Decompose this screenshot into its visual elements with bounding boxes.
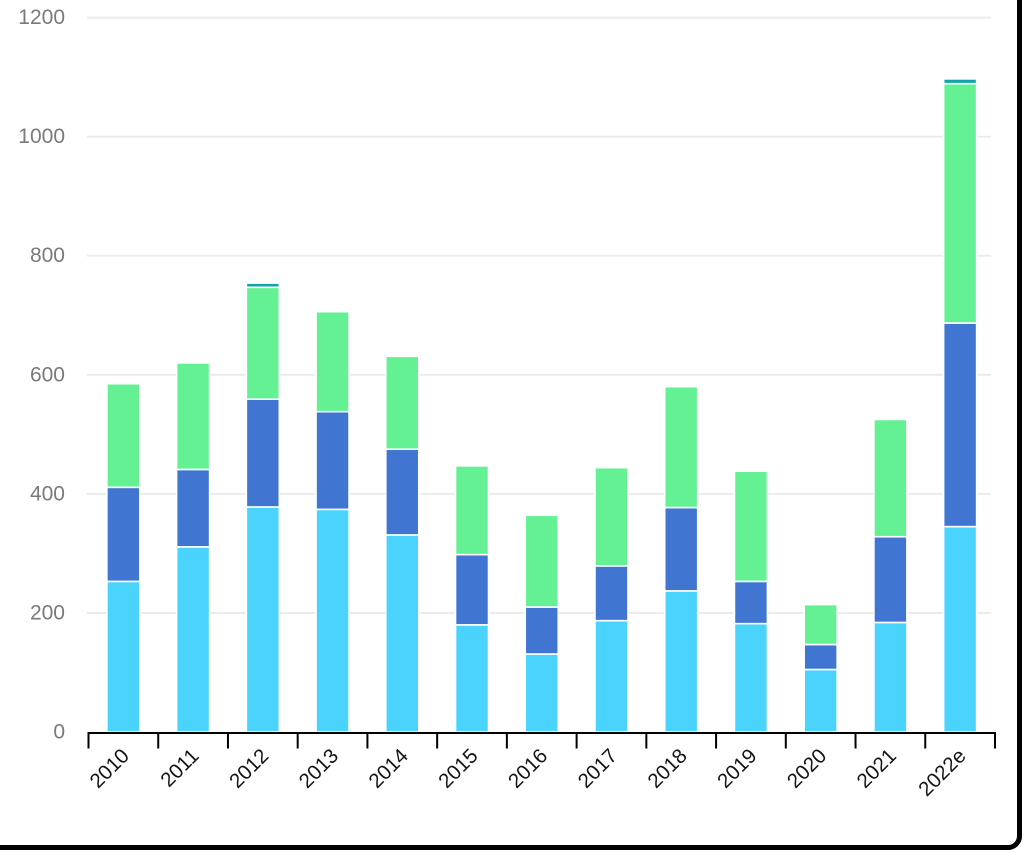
x-axis-tick-label-2010: 2010: [85, 744, 134, 793]
y-axis-tick-label-0: 0: [53, 721, 65, 744]
bar-segment-blue-segment-2016: [524, 606, 560, 655]
x-axis-tick-label-2021: 2021: [852, 744, 901, 793]
bar-segment-blue-segment-2020: [803, 643, 838, 671]
x-axis-tick-label-2011: 2011: [156, 744, 203, 791]
bar-segment-light-blue-segment-2011: [175, 546, 211, 733]
bar-segment-green-segment-2016: [524, 514, 560, 608]
bar-segment-blue-segment-2012: [245, 398, 281, 508]
bar-segment-green-segment-2022e: [942, 82, 978, 324]
x-axis-tick-label-2020: 2020: [783, 744, 832, 793]
bar-segment-green-segment-2010: [106, 382, 141, 489]
bar-segment-light-blue-segment-2010: [106, 580, 141, 733]
bar-segment-green-segment-2015: [454, 465, 490, 556]
bar-segment-light-blue-segment-2014: [384, 534, 420, 733]
bar-segment-blue-segment-2018: [663, 506, 699, 592]
y-axis-tick-label-1200: 1200: [18, 6, 65, 29]
bar-segment-light-blue-segment-2012: [245, 506, 281, 733]
y-axis-tick-label-1000: 1000: [18, 125, 65, 148]
bar-segment-light-blue-segment-2017: [594, 619, 629, 733]
bar-segment-blue-segment-2014: [384, 448, 420, 536]
bar-segment-light-blue-segment-2016: [524, 653, 560, 733]
x-axis-tick-label-2016: 2016: [504, 744, 553, 793]
bar-segment-light-blue-segment-2018: [663, 590, 699, 733]
bar-segment-light-blue-segment-2019: [733, 622, 769, 733]
bar-segment-blue-segment-2021: [873, 535, 908, 624]
bar-segment-light-blue-segment-2015: [454, 624, 490, 733]
bar-segment-light-blue-segment-2021: [873, 621, 908, 733]
bar-segment-blue-segment-2022e: [942, 322, 978, 528]
x-axis-tick-label-2014: 2014: [364, 744, 413, 793]
bar-segment-teal-cap-segment-2012: [245, 282, 281, 289]
y-axis-tick-label-600: 600: [30, 363, 65, 386]
x-axis-tick-label-2022e: 2022e: [914, 744, 971, 801]
y-axis-tick-label-400: 400: [30, 482, 65, 505]
bar-segment-light-blue-segment-2022e: [942, 525, 978, 733]
bar-segment-blue-segment-2015: [454, 553, 490, 626]
y-axis-tick-label-800: 800: [30, 244, 65, 267]
x-axis-tick-label-2012: 2012: [225, 744, 274, 793]
bar-segment-green-segment-2021: [873, 418, 908, 538]
bar-segment-green-segment-2014: [384, 355, 420, 451]
x-axis-tick-label-2015: 2015: [434, 744, 483, 793]
bar-segment-light-blue-segment-2013: [315, 508, 350, 733]
y-axis-tick-label-200: 200: [30, 601, 65, 624]
bar-segment-green-segment-2012: [245, 286, 281, 400]
bar-segment-blue-segment-2013: [315, 410, 350, 511]
bar-segment-light-blue-segment-2020: [803, 668, 838, 733]
x-axis-tick-label-2019: 2019: [713, 744, 762, 793]
x-axis-tick-label-2018: 2018: [643, 744, 692, 793]
x-axis-tick-label-2013: 2013: [295, 744, 344, 793]
bar-segment-green-segment-2017: [594, 466, 629, 567]
bar-segment-blue-segment-2019: [733, 580, 769, 625]
bar-segment-blue-segment-2010: [106, 486, 141, 583]
bar-segment-green-segment-2019: [733, 470, 769, 583]
bar-segment-teal-cap-segment-2022e: [942, 78, 978, 85]
bar-segment-green-segment-2013: [315, 310, 350, 413]
bar-segment-blue-segment-2011: [175, 468, 211, 548]
bar-segment-blue-segment-2017: [594, 565, 629, 622]
bar-segment-green-segment-2011: [175, 362, 211, 471]
x-axis-tick-label-2017: 2017: [573, 744, 622, 793]
bar-segment-green-segment-2018: [663, 385, 699, 509]
bar-segment-green-segment-2020: [803, 603, 838, 646]
